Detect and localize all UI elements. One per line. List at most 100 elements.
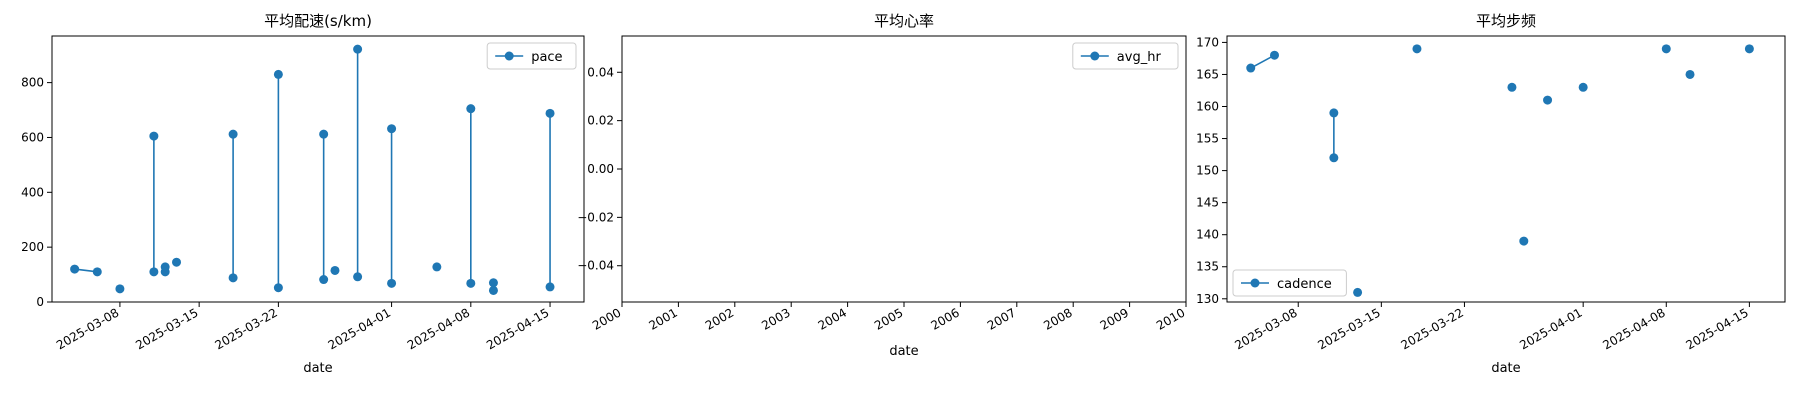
data-point xyxy=(466,104,476,114)
y-tick-label: 150 xyxy=(1196,164,1219,178)
legend-box xyxy=(1232,269,1347,297)
data-point xyxy=(149,131,159,141)
x-tick-label: 2002 xyxy=(703,305,736,332)
data-point xyxy=(273,283,283,293)
y-tick-label: 130 xyxy=(1196,292,1219,306)
x-tick-label: 2006 xyxy=(928,305,961,332)
data-point xyxy=(488,278,498,288)
data-point xyxy=(353,272,363,282)
data-point xyxy=(1412,44,1422,54)
legend-marker xyxy=(504,51,514,61)
y-tick-label: −0.02 xyxy=(577,210,614,224)
data-point xyxy=(330,265,340,275)
chart-panel-1: 平均心率 0.04 0.02 0.00 −0.02 −0.04 2000 2001 2002 20… xyxy=(577,12,1187,359)
chart-title: 平均配速(s/km) xyxy=(264,12,372,30)
data-point xyxy=(488,285,498,295)
chart-panel-2: 平均步频 130 135 140 145 150 155 160 165 170 2025-03-0… xyxy=(1196,12,1786,376)
y-tick-label: 800 xyxy=(21,76,44,90)
data-point xyxy=(1329,108,1339,118)
data-point xyxy=(319,129,329,139)
data-point xyxy=(1685,69,1695,79)
x-tick-label: 2025-04-01 xyxy=(326,305,393,352)
data-point xyxy=(319,275,329,285)
x-axis-label: date xyxy=(889,344,918,359)
x-tick-label: 2025-04-08 xyxy=(1600,305,1667,352)
x-tick-label: 2025-04-08 xyxy=(405,305,472,352)
chart-panel-0: 平均配速(s/km) 0 200 400 600 800 2025-03-08 2025-03… xyxy=(21,12,585,376)
x-tick-label: 2025-03-08 xyxy=(54,305,121,352)
x-tick-label: 2025-03-22 xyxy=(1399,305,1466,352)
data-point xyxy=(387,124,397,134)
y-tick-label: 135 xyxy=(1196,260,1219,274)
data-point xyxy=(149,267,159,277)
y-tick-label: 155 xyxy=(1196,132,1219,146)
x-tick-label: 2010 xyxy=(1154,305,1187,332)
data-point xyxy=(115,284,125,294)
x-tick-label: 2009 xyxy=(1098,305,1131,332)
plot-frame xyxy=(51,35,585,303)
legend: cadence xyxy=(1232,269,1347,297)
series-cadence xyxy=(1246,44,1754,297)
legend-marker xyxy=(1090,51,1100,61)
x-tick-label: 2005 xyxy=(872,305,905,332)
data-point xyxy=(353,44,363,54)
data-point xyxy=(1578,82,1588,92)
legend-box xyxy=(486,42,577,70)
y-tick-label: 140 xyxy=(1196,228,1219,242)
series-pace xyxy=(70,44,555,295)
data-point xyxy=(1507,82,1517,92)
data-point xyxy=(1353,287,1363,297)
chart-title: 平均步频 xyxy=(1476,12,1536,30)
legend-box xyxy=(1072,42,1179,70)
x-tick-label: 2025-03-22 xyxy=(212,305,279,352)
data-point xyxy=(545,282,555,292)
y-tick-label: 170 xyxy=(1196,35,1219,49)
data-point xyxy=(172,257,182,267)
chart-title: 平均心率 xyxy=(874,12,934,30)
data-point xyxy=(387,278,397,288)
data-point xyxy=(228,273,238,283)
data-point xyxy=(1744,44,1754,54)
plot-frame xyxy=(621,35,1187,303)
data-point xyxy=(545,108,555,118)
x-tick-label: 2004 xyxy=(816,305,849,332)
data-point xyxy=(160,262,170,272)
y-tick-label: 0.04 xyxy=(587,65,614,79)
y-tick-label: 400 xyxy=(21,185,44,199)
y-tick-label: 0.02 xyxy=(587,114,614,128)
data-point xyxy=(273,69,283,79)
y-tick-label: 600 xyxy=(21,130,44,144)
data-point xyxy=(1246,63,1256,73)
y-tick-label: 165 xyxy=(1196,67,1219,81)
data-point xyxy=(1519,236,1529,246)
x-tick-label: 2007 xyxy=(985,305,1018,332)
x-tick-label: 2001 xyxy=(646,305,679,332)
data-point xyxy=(432,262,442,272)
data-point xyxy=(466,278,476,288)
y-tick-label: 0.00 xyxy=(587,162,614,176)
x-axis-label: date xyxy=(1491,361,1520,376)
data-point xyxy=(92,267,102,277)
legend-label: cadence xyxy=(1277,277,1332,292)
data-point xyxy=(1543,95,1553,105)
y-tick-label: −0.04 xyxy=(577,259,614,273)
y-tick-label: 0 xyxy=(36,295,44,309)
data-point xyxy=(228,129,238,139)
data-point xyxy=(70,264,80,274)
x-axis-label: date xyxy=(303,361,332,376)
x-tick-label: 2025-04-01 xyxy=(1517,305,1584,352)
x-tick-label: 2000 xyxy=(590,305,623,332)
legend-label: pace xyxy=(531,50,562,65)
legend: avg_hr xyxy=(1072,42,1179,70)
x-tick-label: 2025-03-15 xyxy=(1315,305,1382,352)
legend: pace xyxy=(486,42,577,70)
x-tick-label: 2025-03-08 xyxy=(1232,305,1299,352)
y-tick-label: 160 xyxy=(1196,100,1219,114)
y-tick-label: 145 xyxy=(1196,196,1219,210)
x-tick-label: 2003 xyxy=(759,305,792,332)
data-point xyxy=(1661,44,1671,54)
x-tick-label: 2008 xyxy=(1041,305,1074,332)
data-point xyxy=(1329,153,1339,163)
legend-label: avg_hr xyxy=(1117,50,1162,65)
x-tick-label: 2025-04-15 xyxy=(1683,305,1750,352)
